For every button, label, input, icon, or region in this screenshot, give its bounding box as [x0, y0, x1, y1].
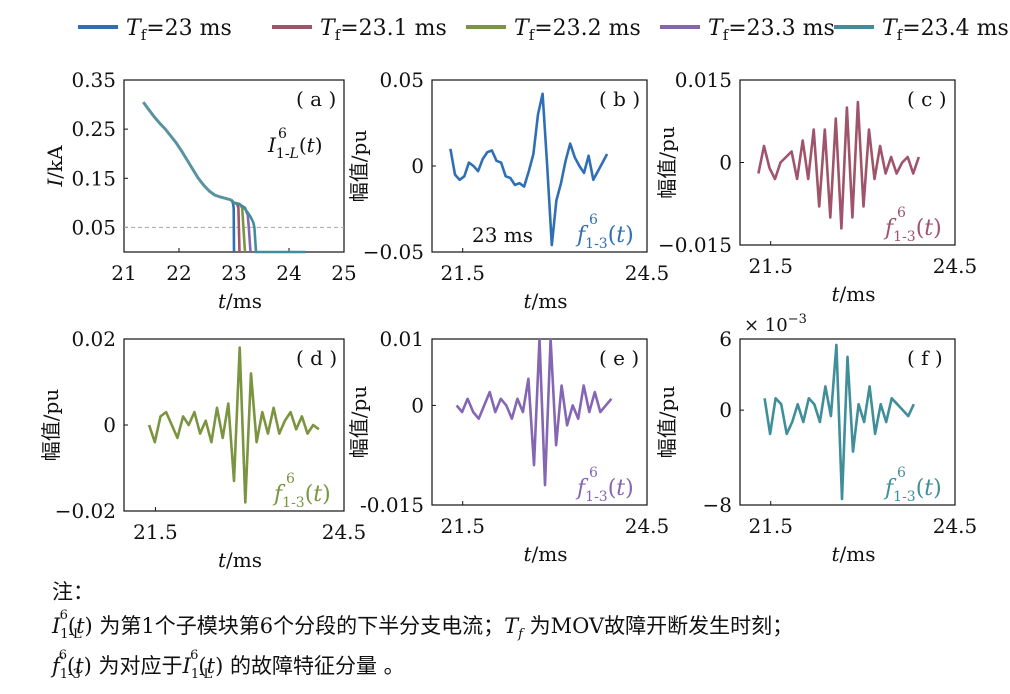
- x-tick-label-a-1: 22: [166, 261, 191, 285]
- curve-label-f-sup: 6: [897, 465, 906, 481]
- curve-label-d-sup: 6: [286, 471, 295, 487]
- y-axis-label-f: 幅值/pu: [655, 386, 679, 459]
- x-tick-label-f-1: 24.5: [933, 514, 978, 538]
- y-axis-label-a: I/kA: [43, 145, 67, 188]
- x-tick-label-b-1: 24.5: [625, 261, 670, 285]
- panel-b: 21.5 24.5 −0.05 0 0.05 t/ms 幅值/pu ( b ) f1-3(t)6…: [347, 68, 669, 313]
- curve-label-e: f1-3(t): [575, 476, 634, 505]
- scale-label-f: × 10−3: [744, 312, 807, 336]
- y-tick-label-c-0: −0.015: [658, 233, 732, 257]
- panel-label-c: ( c ): [907, 87, 947, 111]
- panel-c: 21.5 24.5 −0.015 0 0.015 t/ms 幅值/pu ( c ) f1-3(t…: [655, 68, 977, 306]
- x-tick-label-f-0: 21.5: [748, 514, 793, 538]
- y-tick-label-f-0: −8: [703, 493, 732, 517]
- note-line-2: f1-36(t) 为对应于I1-L6(t) 的故障特征分量 。: [52, 648, 405, 683]
- signal-curve-f: [763, 343, 915, 501]
- y-axis-label-c: 幅值/pu: [655, 126, 679, 199]
- curve-label-b: f1-3(t): [575, 223, 634, 252]
- x-tick-label-d-0: 21.5: [133, 520, 178, 544]
- panel-label-a: ( a ): [296, 87, 336, 111]
- x-tick-label-b-0: 21.5: [440, 261, 485, 285]
- common-curve: [142, 101, 232, 202]
- signal-curve-c: [757, 100, 921, 230]
- x-axis-label-a: t/ms: [218, 289, 262, 313]
- x-axis-label-e: t/ms: [524, 542, 568, 566]
- y-tick-label-c-1: 0: [719, 151, 732, 175]
- y-axis-label-e: 幅值/pu: [347, 386, 371, 459]
- note-line-1: I1-L6(t) 为第1个子模块第6个分段的下半分支电流；Tf 为MOV故障开断…: [52, 608, 794, 643]
- y-tick-label-e-0: -0.015: [360, 493, 424, 517]
- signal-curve-b: [449, 92, 609, 247]
- curve-label-a: I1-L(t): [267, 133, 323, 162]
- curve-label-d: f1-3(t): [272, 482, 331, 511]
- y-tick-label-b-1: 0: [411, 154, 424, 178]
- chart-panels: 21 22 23 24 25 0.05 0.15 0.25 0.35 t/ms I/kA ( a ) I…: [39, 68, 977, 572]
- y-tick-label-f-1: 0: [719, 398, 732, 422]
- x-tick-label-a-0: 21: [111, 261, 136, 285]
- x-tick-label-d-1: 24.5: [322, 520, 367, 544]
- y-tick-label-e-2: 0.01: [379, 327, 424, 351]
- y-tick-label-a-0: 0.05: [71, 215, 116, 239]
- x-axis-label-b: t/ms: [524, 289, 568, 313]
- y-tick-label-d-2: 0.02: [71, 327, 116, 351]
- x-tick-label-a-3: 24: [276, 261, 301, 285]
- y-tick-label-b-0: −0.05: [363, 240, 424, 264]
- curve-label-f: f1-3(t): [883, 476, 942, 505]
- panel-label-f: ( f ): [907, 346, 943, 370]
- y-tick-label-d-0: −0.02: [55, 499, 116, 523]
- y-tick-label-a-1: 0.15: [71, 166, 116, 190]
- note-text-a: 为第1个子模块第6个分段的下半分支电流；: [92, 614, 505, 638]
- y-tick-label-b-2: 0.05: [379, 68, 424, 92]
- x-tick-label-e-1: 24.5: [625, 514, 670, 538]
- panel-label-d: ( d ): [296, 346, 337, 370]
- x-tick-label-c-0: 21.5: [748, 254, 793, 278]
- panel-a: 21 22 23 24 25 0.05 0.15 0.25 0.35 t/ms I/kA ( a ) I…: [43, 68, 357, 313]
- y-tick-label-a-3: 0.35: [71, 68, 116, 92]
- figure: Tf=23 ms Tf=23.1 ms Tf=23.2 ms Tf=23.3 ms Tf…: [39, 16, 1009, 572]
- note-text-c: 为对应于: [91, 654, 183, 678]
- curve-label-c: f1-3(t): [883, 216, 942, 245]
- legend-label-2: Tf=23.2 ms: [514, 16, 641, 44]
- signal-curve-e: [455, 337, 613, 487]
- legend: Tf=23 ms Tf=23.1 ms Tf=23.2 ms Tf=23.3 ms Tf…: [78, 16, 1009, 44]
- curve-label-c-sup: 6: [897, 205, 906, 221]
- note-text-b: 为MOV故障开断发生时刻；: [522, 614, 794, 638]
- note-title: 注：: [52, 580, 94, 604]
- curve-label-e-sup: 6: [589, 465, 598, 481]
- x-axis-label-c: t/ms: [832, 282, 876, 306]
- x-axis-label-d: t/ms: [218, 548, 262, 572]
- panel-label-b: ( b ): [599, 87, 640, 111]
- x-tick-label-a-4: 25: [331, 261, 356, 285]
- y-tick-label-c-2: 0.015: [675, 68, 732, 92]
- panel-d: 21.5 24.5 −0.02 0 0.02 t/ms 幅值/pu ( d ) f1-3(t)6: [39, 327, 366, 572]
- annotation-b: 23 ms: [472, 223, 533, 247]
- curve-label-b-sup: 6: [589, 212, 598, 228]
- x-tick-label-a-2: 23: [221, 261, 246, 285]
- legend-label-0: Tf=23 ms: [126, 16, 232, 44]
- curve-label-a-sup: 6: [278, 126, 287, 142]
- y-tick-label-e-1: 0: [411, 393, 424, 417]
- x-axis-label-f: t/ms: [832, 542, 876, 566]
- y-tick-label-f-2: 6: [719, 327, 732, 351]
- x-tick-label-e-0: 21.5: [440, 514, 485, 538]
- legend-label-4: Tf=23.4 ms: [882, 16, 1009, 44]
- legend-label-1: Tf=23.1 ms: [320, 16, 447, 44]
- panel-label-e: ( e ): [599, 346, 639, 370]
- signal-curve-d: [147, 346, 320, 504]
- series-curve-tf-4: [230, 199, 306, 254]
- x-tick-label-c-1: 24.5: [933, 254, 978, 278]
- y-tick-label-a-2: 0.25: [71, 117, 116, 141]
- y-axis-label-b: 幅值/pu: [347, 130, 371, 203]
- panel-e: 21.5 24.5 -0.015 0 0.01 t/ms 幅值/pu ( e ) f1-3(t)…: [347, 327, 669, 566]
- panel-f-frame: [739, 338, 956, 506]
- legend-label-3: Tf=23.3 ms: [708, 16, 835, 44]
- note-text-d: 的故障特征分量 。: [223, 654, 405, 678]
- series-curve-tf-0: [230, 199, 236, 253]
- y-axis-label-d: 幅值/pu: [39, 389, 63, 462]
- y-tick-label-d-1: 0: [103, 413, 116, 437]
